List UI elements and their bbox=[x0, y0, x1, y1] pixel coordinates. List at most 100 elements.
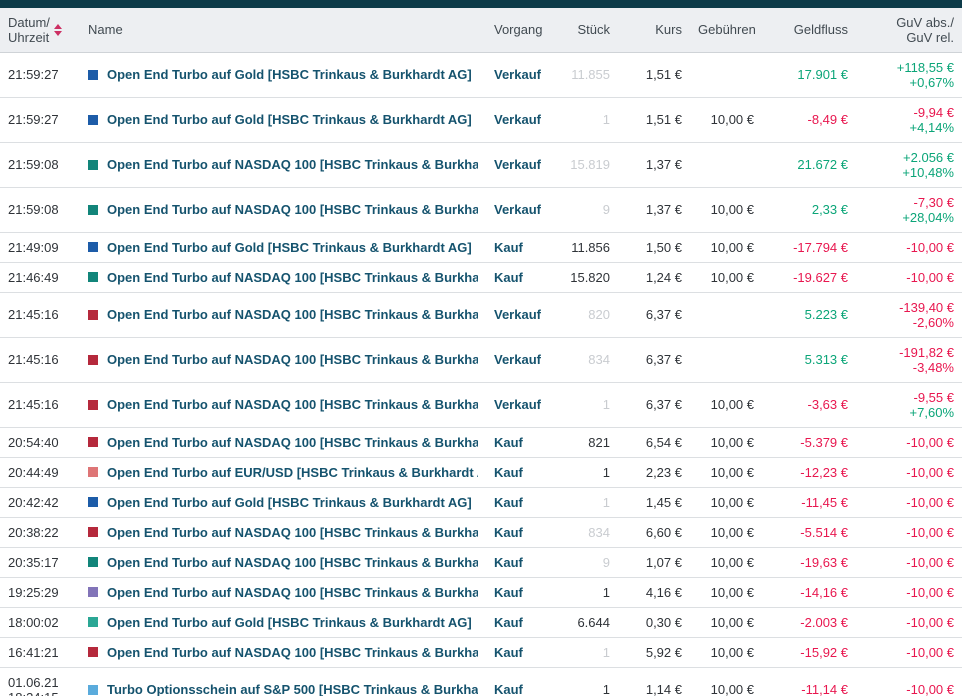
column-header-geldfluss[interactable]: Geldfluss bbox=[762, 8, 856, 53]
kurs-cell: 1,45 € bbox=[618, 486, 690, 517]
instrument-color-marker-icon bbox=[88, 437, 98, 447]
stueck-cell: 11.855 bbox=[571, 67, 610, 82]
instrument-name-link[interactable]: Open End Turbo auf NASDAQ 100 [HSBC Trin… bbox=[107, 352, 478, 367]
vorgang-cell: Verkauf bbox=[486, 96, 550, 142]
column-header-datum-uhrzeit[interactable]: Datum/ Uhrzeit bbox=[0, 8, 80, 53]
instrument-name-link[interactable]: Open End Turbo auf Gold [HSBC Trinkaus &… bbox=[107, 112, 472, 127]
table-row-17: 16:41:21 Open End Turbo auf NASDAQ 100 [… bbox=[0, 636, 962, 667]
instrument-name-link[interactable]: Open End Turbo auf NASDAQ 100 [HSBC Trin… bbox=[107, 554, 478, 570]
geldfluss-cell: 21.672 € bbox=[762, 141, 856, 187]
stueck-cell: 834 bbox=[550, 336, 618, 382]
instrument-color-marker-icon bbox=[88, 309, 98, 320]
name-cell: Open End Turbo auf NASDAQ 100 [HSBC Trin… bbox=[80, 546, 486, 577]
table-row-5: 21:49:09 Open End Turbo auf Gold [HSBC T… bbox=[0, 231, 962, 262]
column-header-gebuehren[interactable]: Gebühren bbox=[690, 8, 762, 53]
guv-cell: -9,55 € +7,60% bbox=[856, 381, 962, 427]
stueck-cell: 1 bbox=[550, 456, 618, 487]
datum-cell: 21:59:08 bbox=[0, 186, 80, 232]
instrument-name-link[interactable]: Open End Turbo auf Gold [HSBC Trinkaus &… bbox=[107, 67, 472, 82]
name-cell: Open End Turbo auf Gold [HSBC Trinkaus &… bbox=[80, 96, 486, 142]
geldfluss-cell: 5.313 € bbox=[762, 336, 856, 382]
table-row-12: 20:42:42 Open End Turbo auf Gold [HSBC T… bbox=[0, 486, 962, 517]
table-row-3: 21:59:08 Open End Turbo auf NASDAQ 100 [… bbox=[0, 141, 962, 187]
table-row-16: 18:00:02 Open End Turbo auf Gold [HSBC T… bbox=[0, 606, 962, 637]
geldfluss-cell: -14,16 € bbox=[762, 576, 856, 607]
table-row-15: 19:25:29 Open End Turbo auf NASDAQ 100 [… bbox=[0, 576, 962, 607]
stueck-cell: 820 bbox=[550, 291, 618, 337]
stueck-cell: 834 bbox=[550, 516, 618, 547]
guv-cell: -10,00 € bbox=[856, 486, 962, 517]
geldfluss-cell: -11,14 € bbox=[762, 666, 856, 696]
datum-cell: 20:44:49 bbox=[0, 456, 80, 487]
gebuehren-cell: 10,00 € bbox=[690, 426, 762, 457]
column-header-stueck[interactable]: Stück bbox=[550, 8, 618, 53]
stueck-cell: 1 bbox=[550, 381, 618, 427]
instrument-name-link[interactable]: Open End Turbo auf NASDAQ 100 [HSBC Trin… bbox=[107, 584, 478, 600]
kurs-cell: 1,07 € bbox=[618, 546, 690, 577]
gebuehren-cell bbox=[690, 336, 762, 382]
column-header-kurs[interactable]: Kurs bbox=[618, 8, 690, 53]
vorgang-cell: Verkauf bbox=[486, 186, 550, 232]
table-row-8: 21:45:16 Open End Turbo auf NASDAQ 100 [… bbox=[0, 336, 962, 382]
datum-cell: 21:45:16 bbox=[0, 291, 80, 337]
instrument-name-link[interactable]: Open End Turbo auf Gold [HSBC Trinkaus &… bbox=[107, 614, 472, 630]
instrument-name-link[interactable]: Turbo Optionsschein auf S&P 500 [HSBC Tr… bbox=[107, 682, 478, 696]
instrument-color-marker-icon bbox=[88, 354, 98, 365]
datum-cell: 21:45:16 bbox=[0, 336, 80, 382]
gebuehren-cell: 10,00 € bbox=[690, 456, 762, 487]
instrument-name-link[interactable]: Open End Turbo auf NASDAQ 100 [HSBC Trin… bbox=[107, 202, 478, 217]
table-row-9: 21:45:16 Open End Turbo auf NASDAQ 100 [… bbox=[0, 381, 962, 427]
name-cell: Open End Turbo auf NASDAQ 100 [HSBC Trin… bbox=[80, 291, 486, 337]
datum-cell: 21:59:08 bbox=[0, 141, 80, 187]
guv-cell: -10,00 € bbox=[856, 516, 962, 547]
stueck-cell: 9 bbox=[550, 186, 618, 232]
instrument-color-marker-icon bbox=[88, 527, 98, 537]
instrument-name-link[interactable]: Open End Turbo auf NASDAQ 100 [HSBC Trin… bbox=[107, 397, 478, 412]
gebuehren-cell: 10,00 € bbox=[690, 96, 762, 142]
instrument-name-link[interactable]: Open End Turbo auf Gold [HSBC Trinkaus &… bbox=[107, 239, 472, 255]
sort-asc-arrow-icon bbox=[53, 23, 62, 29]
kurs-cell: 6,37 € bbox=[618, 381, 690, 427]
table-row-10: 20:54:40 Open End Turbo auf NASDAQ 100 [… bbox=[0, 426, 962, 457]
geldfluss-cell: -19.627 € bbox=[762, 261, 856, 292]
column-header-guv[interactable]: GuV abs./ GuV rel. bbox=[856, 8, 962, 53]
kurs-cell: 1,37 € bbox=[618, 186, 690, 232]
gebuehren-cell: 10,00 € bbox=[690, 546, 762, 577]
kurs-cell: 6,54 € bbox=[618, 426, 690, 457]
gebuehren-cell: 10,00 € bbox=[690, 231, 762, 262]
sort-icon[interactable] bbox=[53, 23, 62, 36]
instrument-name-link[interactable]: Open End Turbo auf NASDAQ 100 [HSBC Trin… bbox=[107, 524, 478, 540]
column-header-name[interactable]: Name bbox=[80, 8, 486, 53]
geldfluss-cell: 17.901 € bbox=[797, 67, 848, 82]
table-header-row: Datum/ Uhrzeit Name Vorgang Stück Kurs G… bbox=[0, 8, 962, 53]
instrument-name-link[interactable]: Open End Turbo auf NASDAQ 100 [HSBC Trin… bbox=[107, 644, 478, 660]
vorgang-cell: Verkauf bbox=[486, 291, 550, 337]
instrument-name-link[interactable]: Open End Turbo auf EUR/USD [HSBC Trinkau… bbox=[107, 464, 478, 480]
instrument-color-marker-icon bbox=[88, 272, 98, 282]
instrument-name-link[interactable]: Open End Turbo auf Gold [HSBC Trinkaus &… bbox=[107, 494, 472, 510]
datum-header-line2: Uhrzeit bbox=[8, 29, 50, 45]
vorgang-cell: Verkauf bbox=[486, 381, 550, 427]
instrument-name-link[interactable]: Open End Turbo auf NASDAQ 100 [HSBC Trin… bbox=[107, 157, 478, 172]
kurs-cell: 1,37 € bbox=[618, 141, 690, 187]
instrument-color-marker-icon bbox=[88, 684, 98, 695]
gebuehren-cell bbox=[690, 141, 762, 187]
guv-cell: -10,00 € bbox=[856, 546, 962, 577]
instrument-name-link[interactable]: Open End Turbo auf NASDAQ 100 [HSBC Trin… bbox=[107, 307, 478, 322]
datum-cell: 18:00:02 bbox=[0, 606, 80, 637]
geldfluss-cell: -15,92 € bbox=[762, 636, 856, 667]
instrument-name-link[interactable]: Open End Turbo auf NASDAQ 100 [HSBC Trin… bbox=[107, 269, 478, 285]
guv-cell: -7,30 € +28,04% bbox=[856, 186, 962, 232]
instrument-name-link[interactable]: Open End Turbo auf NASDAQ 100 [HSBC Trin… bbox=[107, 434, 478, 450]
stueck-cell: 821 bbox=[550, 426, 618, 457]
instrument-color-marker-icon bbox=[88, 114, 98, 125]
instrument-color-marker-icon bbox=[88, 557, 98, 567]
datum-header-line1: Datum/ bbox=[8, 14, 50, 30]
column-header-vorgang[interactable]: Vorgang bbox=[486, 8, 550, 53]
instrument-color-marker-icon bbox=[88, 467, 98, 477]
name-cell: Open End Turbo auf NASDAQ 100 [HSBC Trin… bbox=[80, 426, 486, 457]
guv-cell: -10,00 € bbox=[856, 456, 962, 487]
kurs-cell: 2,23 € bbox=[618, 456, 690, 487]
instrument-color-marker-icon bbox=[88, 617, 98, 627]
guv-cell: -10,00 € bbox=[856, 261, 962, 292]
